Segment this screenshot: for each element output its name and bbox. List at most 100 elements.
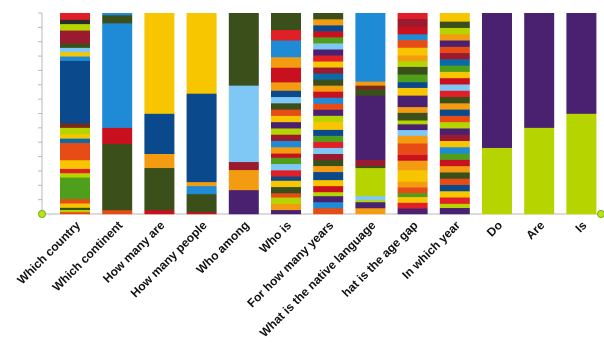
bar-segment bbox=[439, 134, 470, 142]
bar-segment bbox=[439, 190, 470, 198]
bar-segment bbox=[439, 59, 470, 66]
bar-segment bbox=[313, 37, 344, 44]
bar-segment bbox=[313, 55, 344, 62]
bar-segment bbox=[313, 153, 344, 161]
bar-segment bbox=[397, 13, 428, 20]
bar-segment bbox=[60, 47, 90, 53]
bar-segment bbox=[271, 197, 301, 204]
bar-segment bbox=[397, 55, 428, 62]
bar-segment bbox=[439, 178, 470, 185]
bar-segment bbox=[271, 109, 301, 116]
bar-segment bbox=[439, 165, 470, 173]
bar-segment bbox=[271, 193, 301, 198]
bar-segment bbox=[313, 73, 344, 80]
bar-segment bbox=[102, 209, 133, 215]
selection-handles bbox=[38, 210, 604, 218]
bar-stack bbox=[102, 13, 133, 215]
bar-segment bbox=[439, 159, 470, 167]
bar-segment bbox=[313, 61, 344, 68]
bar-segment bbox=[313, 191, 344, 197]
bar-segment bbox=[397, 74, 428, 83]
bar-segment bbox=[271, 121, 301, 129]
bar-segment bbox=[313, 91, 344, 98]
bars bbox=[60, 13, 597, 215]
bar-segment bbox=[186, 193, 217, 213]
bar-segment bbox=[439, 153, 470, 160]
bar-segment bbox=[102, 143, 133, 211]
x-tick-label: Who is bbox=[256, 218, 294, 256]
bar-segment bbox=[228, 189, 259, 215]
bar-stack bbox=[482, 13, 512, 215]
bar-segment bbox=[439, 84, 470, 91]
selection-handle[interactable] bbox=[38, 210, 46, 218]
bar-segment bbox=[439, 40, 470, 47]
bar-segment bbox=[313, 121, 344, 130]
bar-segment bbox=[60, 159, 90, 169]
bar-segment bbox=[397, 154, 428, 161]
bar-segment bbox=[397, 208, 428, 215]
bar-segment bbox=[313, 109, 344, 116]
bar-segment bbox=[271, 203, 301, 211]
bar-segment bbox=[313, 129, 344, 136]
bar-segment bbox=[313, 67, 344, 74]
bar-segment bbox=[60, 138, 90, 143]
bar-segment bbox=[566, 13, 597, 114]
x-tick-label: hat is the age gap bbox=[339, 218, 421, 300]
bar-segment bbox=[60, 168, 90, 174]
bar-segment bbox=[144, 113, 175, 154]
bar-segment bbox=[566, 113, 597, 215]
bar-segment bbox=[313, 147, 344, 154]
bar-segment bbox=[271, 96, 301, 104]
bar-segment bbox=[271, 147, 301, 154]
x-tick-label: How many people bbox=[128, 218, 210, 300]
bar-segment bbox=[60, 123, 90, 128]
bar-segment bbox=[60, 198, 90, 204]
bar-segment bbox=[186, 185, 217, 195]
bar-segment bbox=[313, 201, 344, 209]
bar-segment bbox=[228, 169, 259, 191]
bar-segment bbox=[397, 66, 428, 75]
bar-segment bbox=[355, 81, 386, 86]
bar-segment bbox=[186, 211, 217, 215]
bar-segment bbox=[439, 52, 470, 60]
bar-segment bbox=[313, 13, 344, 20]
bar-segment bbox=[482, 147, 512, 215]
bar-segment bbox=[60, 127, 90, 135]
bar-segment bbox=[313, 185, 344, 193]
selection-handle[interactable] bbox=[597, 210, 604, 218]
bar-stack bbox=[60, 13, 90, 215]
bar-stack bbox=[144, 13, 175, 215]
bar-segment bbox=[355, 13, 386, 82]
bar-segment bbox=[439, 103, 470, 110]
bar-segment bbox=[439, 96, 470, 104]
bar-stack bbox=[271, 13, 301, 215]
bar-segment bbox=[397, 143, 428, 155]
bar-segment bbox=[397, 95, 428, 108]
bar-segment bbox=[439, 128, 470, 135]
bar-segment bbox=[271, 40, 301, 58]
bar-segment bbox=[355, 165, 386, 169]
bar-segment bbox=[313, 31, 344, 38]
bar-segment bbox=[439, 65, 470, 72]
bar-segment bbox=[271, 180, 301, 188]
bar-segment bbox=[313, 79, 344, 86]
x-tick-label: Do bbox=[484, 218, 505, 239]
bar-segment bbox=[271, 163, 301, 171]
bar-segment bbox=[144, 209, 175, 215]
bar-stack bbox=[186, 13, 217, 215]
bar-segment bbox=[397, 112, 428, 121]
bar-segment bbox=[228, 13, 259, 86]
bar-segment bbox=[355, 195, 386, 201]
bar-segment bbox=[186, 181, 217, 187]
bar-segment bbox=[397, 106, 428, 113]
bar-segment bbox=[439, 184, 470, 192]
bar-segment bbox=[60, 43, 90, 48]
bar-segment bbox=[60, 172, 90, 178]
bar-segment bbox=[271, 115, 301, 123]
bar-segment bbox=[228, 161, 259, 171]
bar-segment bbox=[397, 34, 428, 41]
bar-segment bbox=[439, 207, 470, 215]
bar-segment bbox=[397, 129, 428, 136]
bar-segment bbox=[439, 197, 470, 204]
bar-segment bbox=[313, 19, 344, 26]
